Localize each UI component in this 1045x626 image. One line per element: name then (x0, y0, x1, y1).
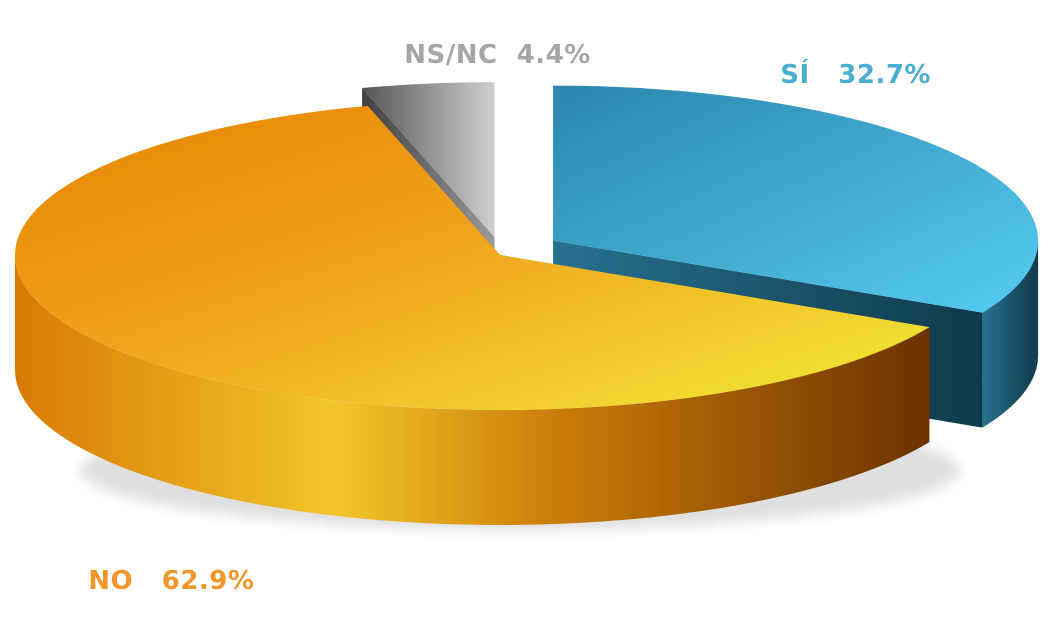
pie-chart-svg (15, 82, 1039, 530)
slice-label-nsnc: NS/NC 4.4% (366, 10, 591, 100)
nsnc-slice-top (362, 82, 495, 238)
no-slice-side (15, 255, 930, 525)
slice-label-si: SÍ 32.7% (742, 30, 931, 120)
no-slice-top (15, 105, 930, 410)
si-slice-side (982, 240, 1039, 428)
si-slice-top (553, 85, 1039, 313)
slice-label-si-name: SÍ (780, 60, 810, 90)
slice-label-nsnc-name: NS/NC (404, 40, 498, 70)
slice-label-si-value: 32.7% (838, 60, 931, 90)
slice-label-no: NO 62.9% (50, 536, 254, 626)
slice-label-nsnc-value: 4.4% (516, 40, 591, 70)
pie-chart: SÍ 32.7% NS/NC 4.4% NO 62.9% (15, 10, 1039, 596)
